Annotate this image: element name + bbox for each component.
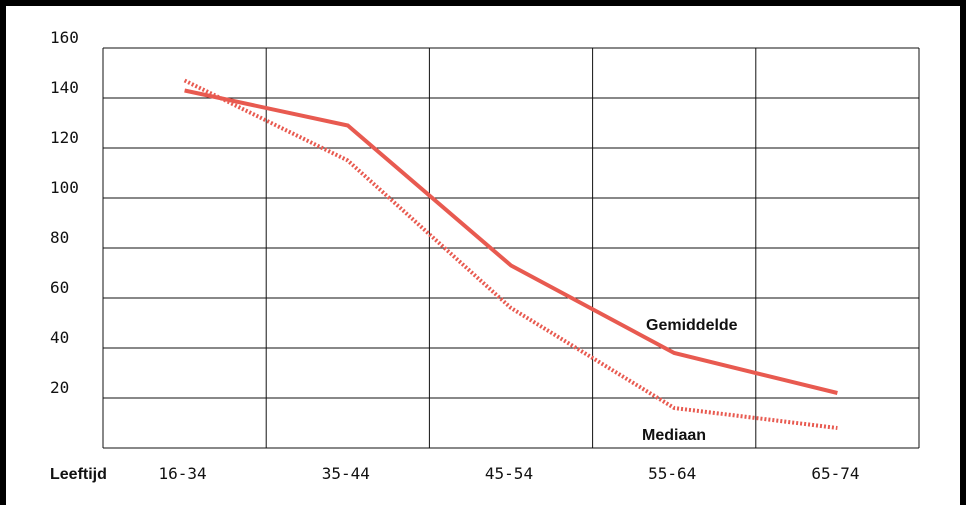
series-line-mediaan [183,78,838,430]
series-lines [183,78,838,430]
y-tick-label: 40 [50,328,69,347]
x-axis-ticks: 16-34 35-44 45-54 55-64 65-74 [159,464,860,483]
series-label-mediaan: Mediaan [642,427,706,444]
y-tick-label: 100 [50,178,79,197]
y-tick-label: 60 [50,278,69,297]
x-tick-label: 65-74 [811,464,859,483]
y-tick-label: 20 [50,378,69,397]
line-chart: 20 40 60 80 100 120 140 160 16-34 35-44 45-54 55-6… [50,28,920,483]
x-axis-title: Leeftijd [50,466,107,483]
series-line-gemiddelde [184,88,838,395]
series-label-gemiddelde: Gemiddelde [646,317,738,334]
chart-frame: 20 40 60 80 100 120 140 160 16-34 35-44 45-54 55-6… [6,6,960,505]
y-tick-label: 160 [50,28,79,47]
x-tick-label: 45-54 [485,464,533,483]
y-tick-label: 80 [50,228,69,247]
grid [102,47,920,449]
x-tick-label: 16-34 [159,464,207,483]
y-tick-label: 140 [50,78,79,97]
y-axis-ticks: 20 40 60 80 100 120 140 160 [50,28,79,397]
x-tick-label: 55-64 [648,464,696,483]
x-tick-label: 35-44 [322,464,370,483]
y-tick-label: 120 [50,128,79,147]
